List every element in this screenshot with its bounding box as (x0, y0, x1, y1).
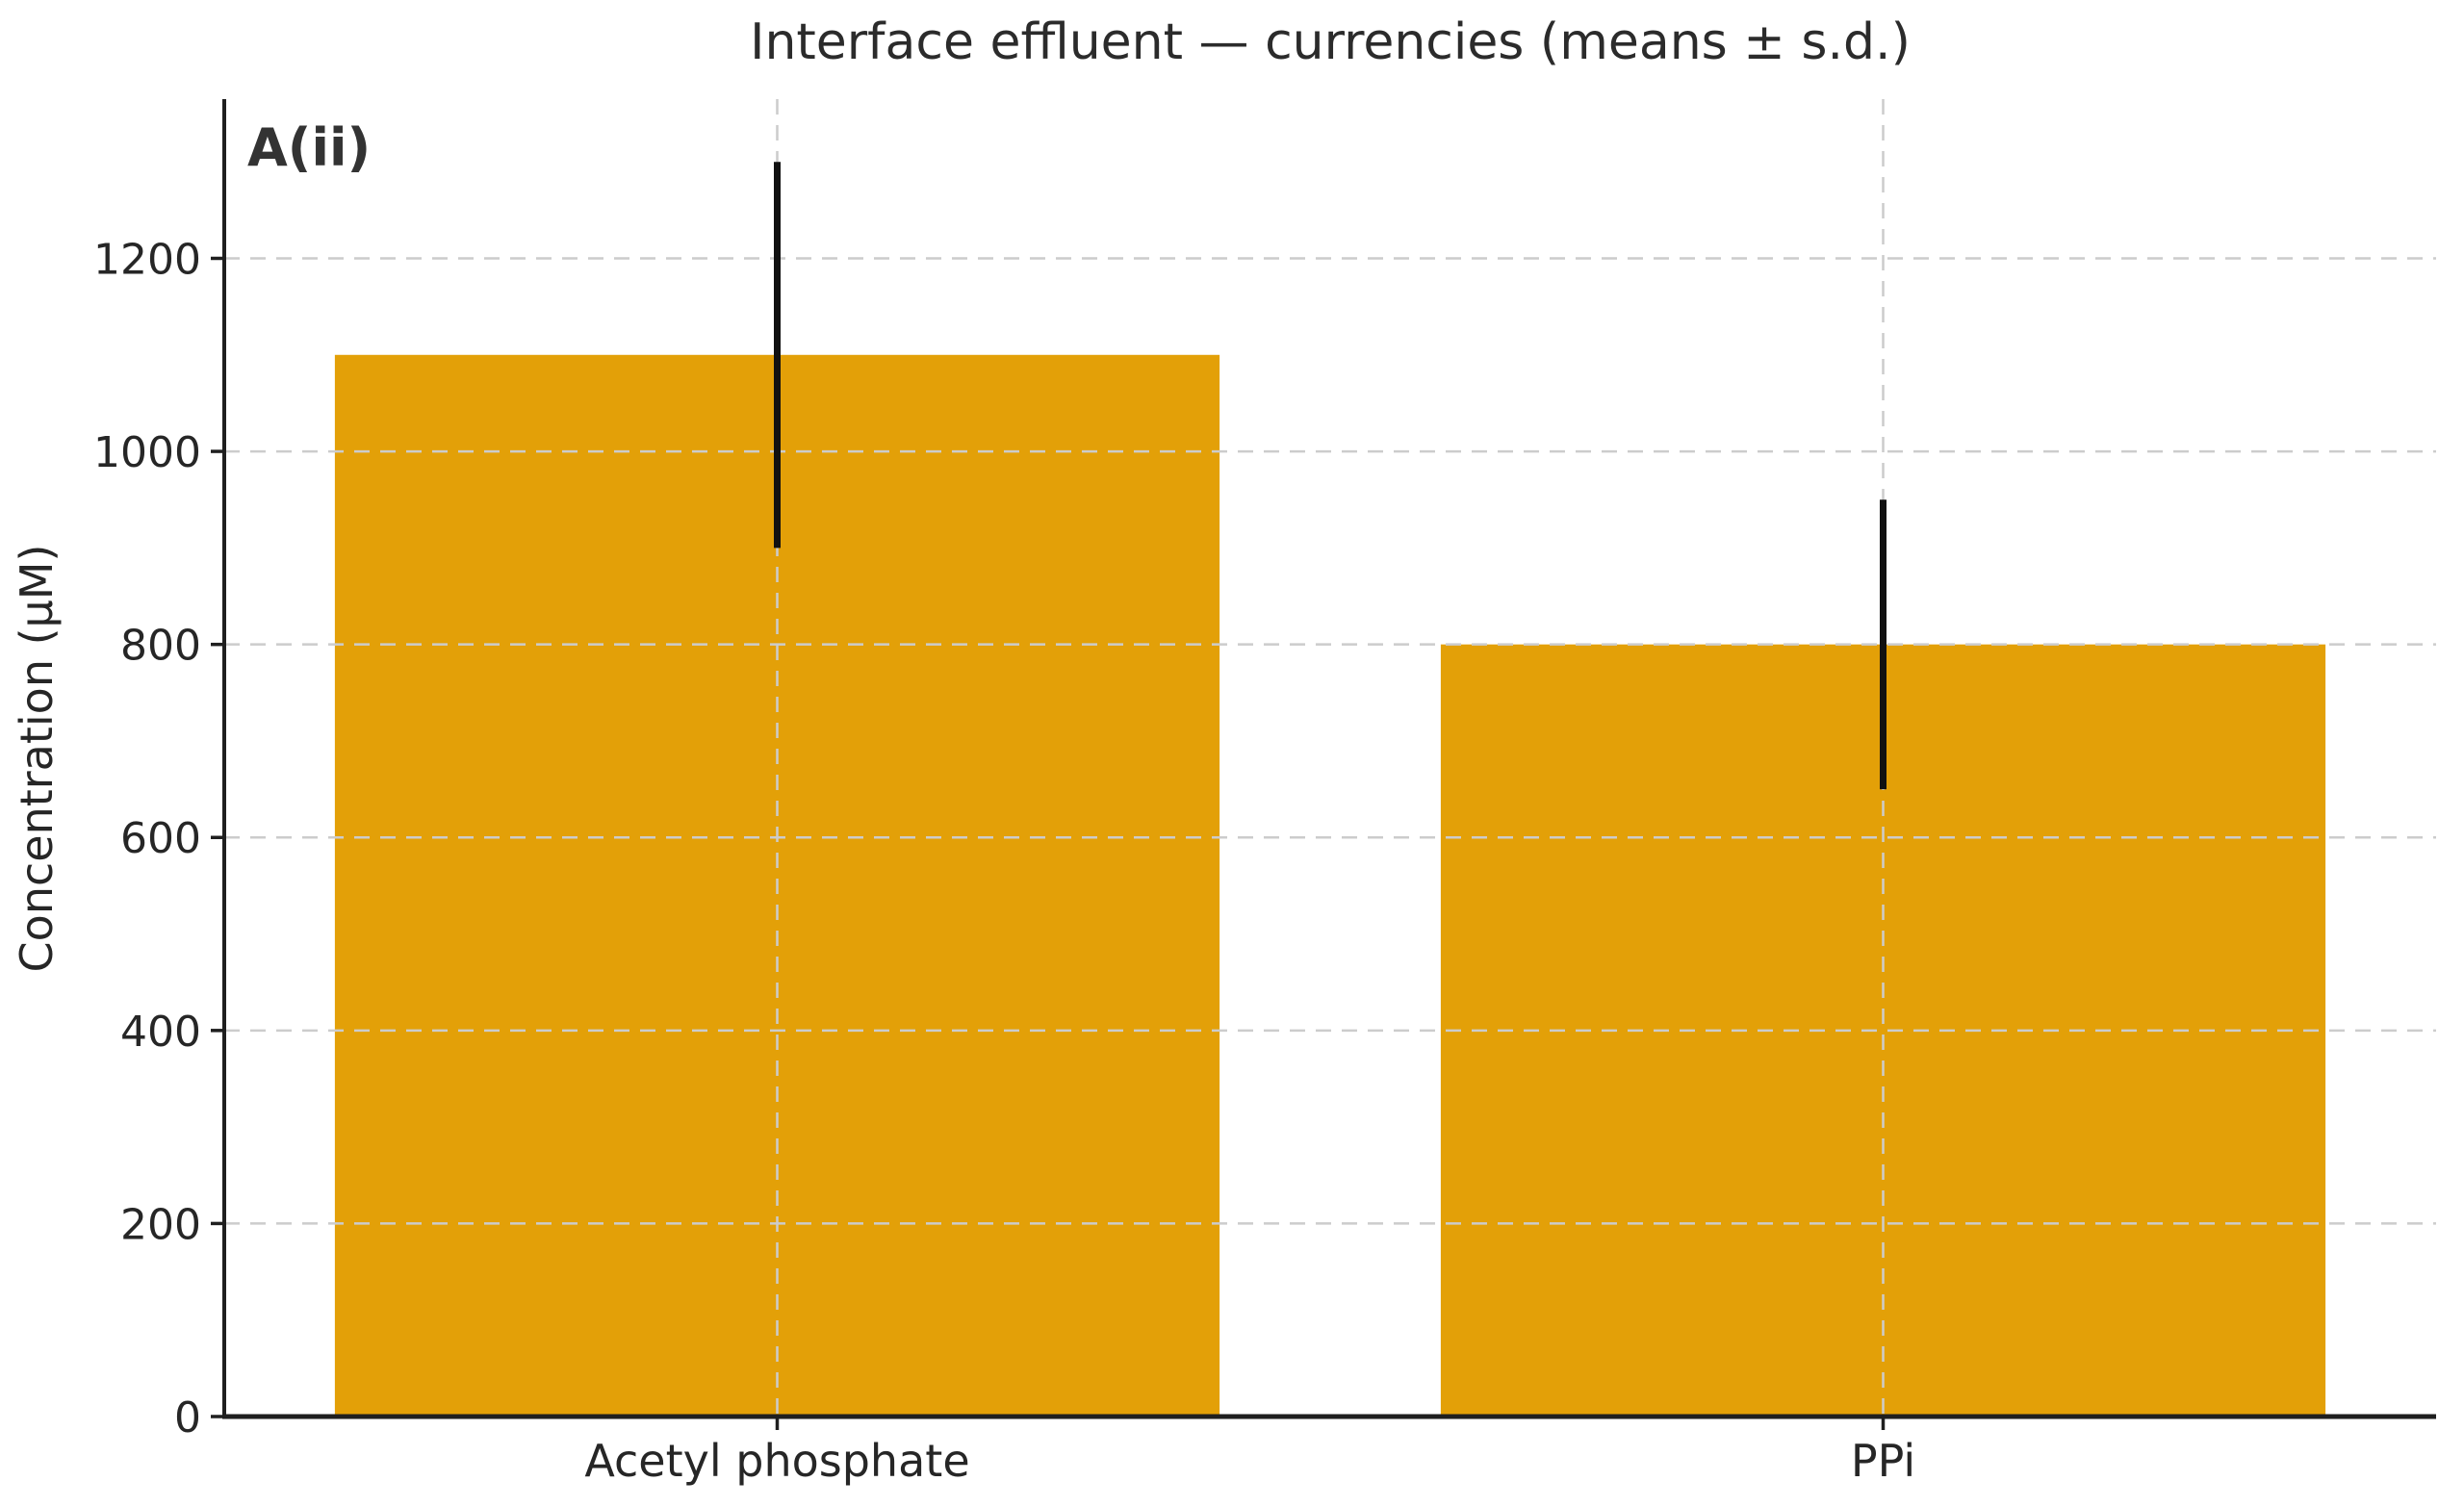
y-tick-label: 1200 (93, 235, 201, 284)
x-tick-label: PPi (1851, 1435, 1915, 1487)
y-tick-label: 600 (120, 814, 201, 863)
y-tick-label: 1000 (93, 428, 201, 477)
y-tick-label: 200 (120, 1200, 201, 1249)
y-tick-label: 0 (174, 1393, 201, 1443)
y-tick-label: 400 (120, 1008, 201, 1057)
x-tick-label: Acetyl phosphate (584, 1435, 969, 1487)
chart-title: Interface effluent — currencies (means ±… (750, 13, 1911, 71)
panel-label: A(ii) (247, 117, 372, 178)
y-tick-label: 800 (120, 622, 201, 671)
